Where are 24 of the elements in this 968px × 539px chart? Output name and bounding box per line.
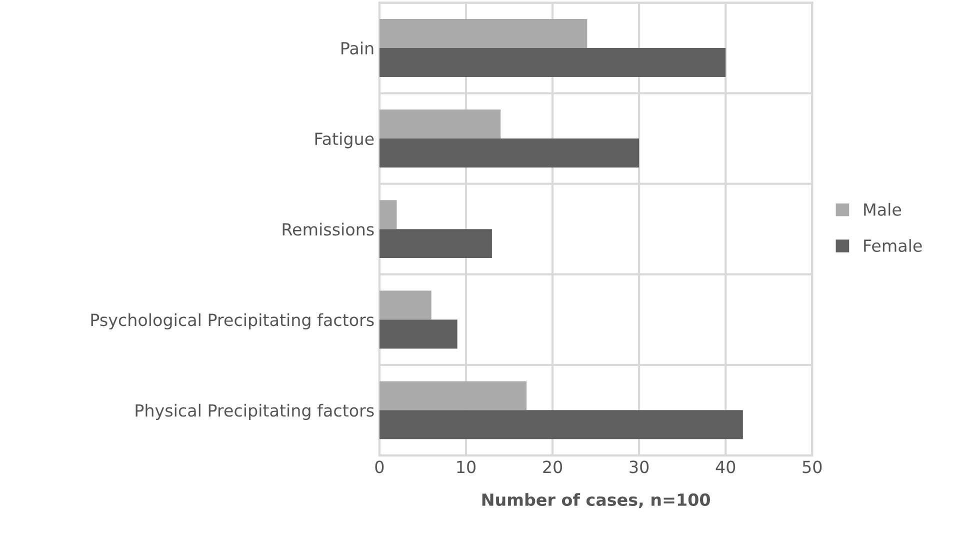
bar [379,410,743,440]
y-tick-label: Pain [342,42,374,55]
bar [379,290,432,320]
bar [379,320,458,349]
y-tick-label: Physical Precipitating factors [136,404,374,420]
x-tick-label: 50 [802,460,822,474]
x-tick-label: 40 [716,460,736,474]
x-axis-title: Number of cases, n=100 [482,493,710,508]
bar [379,110,501,139]
bar [379,18,588,48]
y-tick-label: Remissions [282,222,374,236]
x-tick-label: 0 [375,460,384,474]
bar [379,381,527,410]
bar [379,48,726,77]
x-tick-label: 10 [457,460,476,474]
y-tick-label: Psychological Precipitating factors [91,313,374,330]
x-tick-label: 20 [543,460,562,474]
bar [379,138,640,168]
bar [379,200,397,230]
y-tick-label: Fatigue [315,132,374,148]
legend-label: Male [864,202,902,216]
legend-label: Female [864,239,922,252]
x-tick-label: 30 [630,460,649,474]
bar [379,229,492,258]
